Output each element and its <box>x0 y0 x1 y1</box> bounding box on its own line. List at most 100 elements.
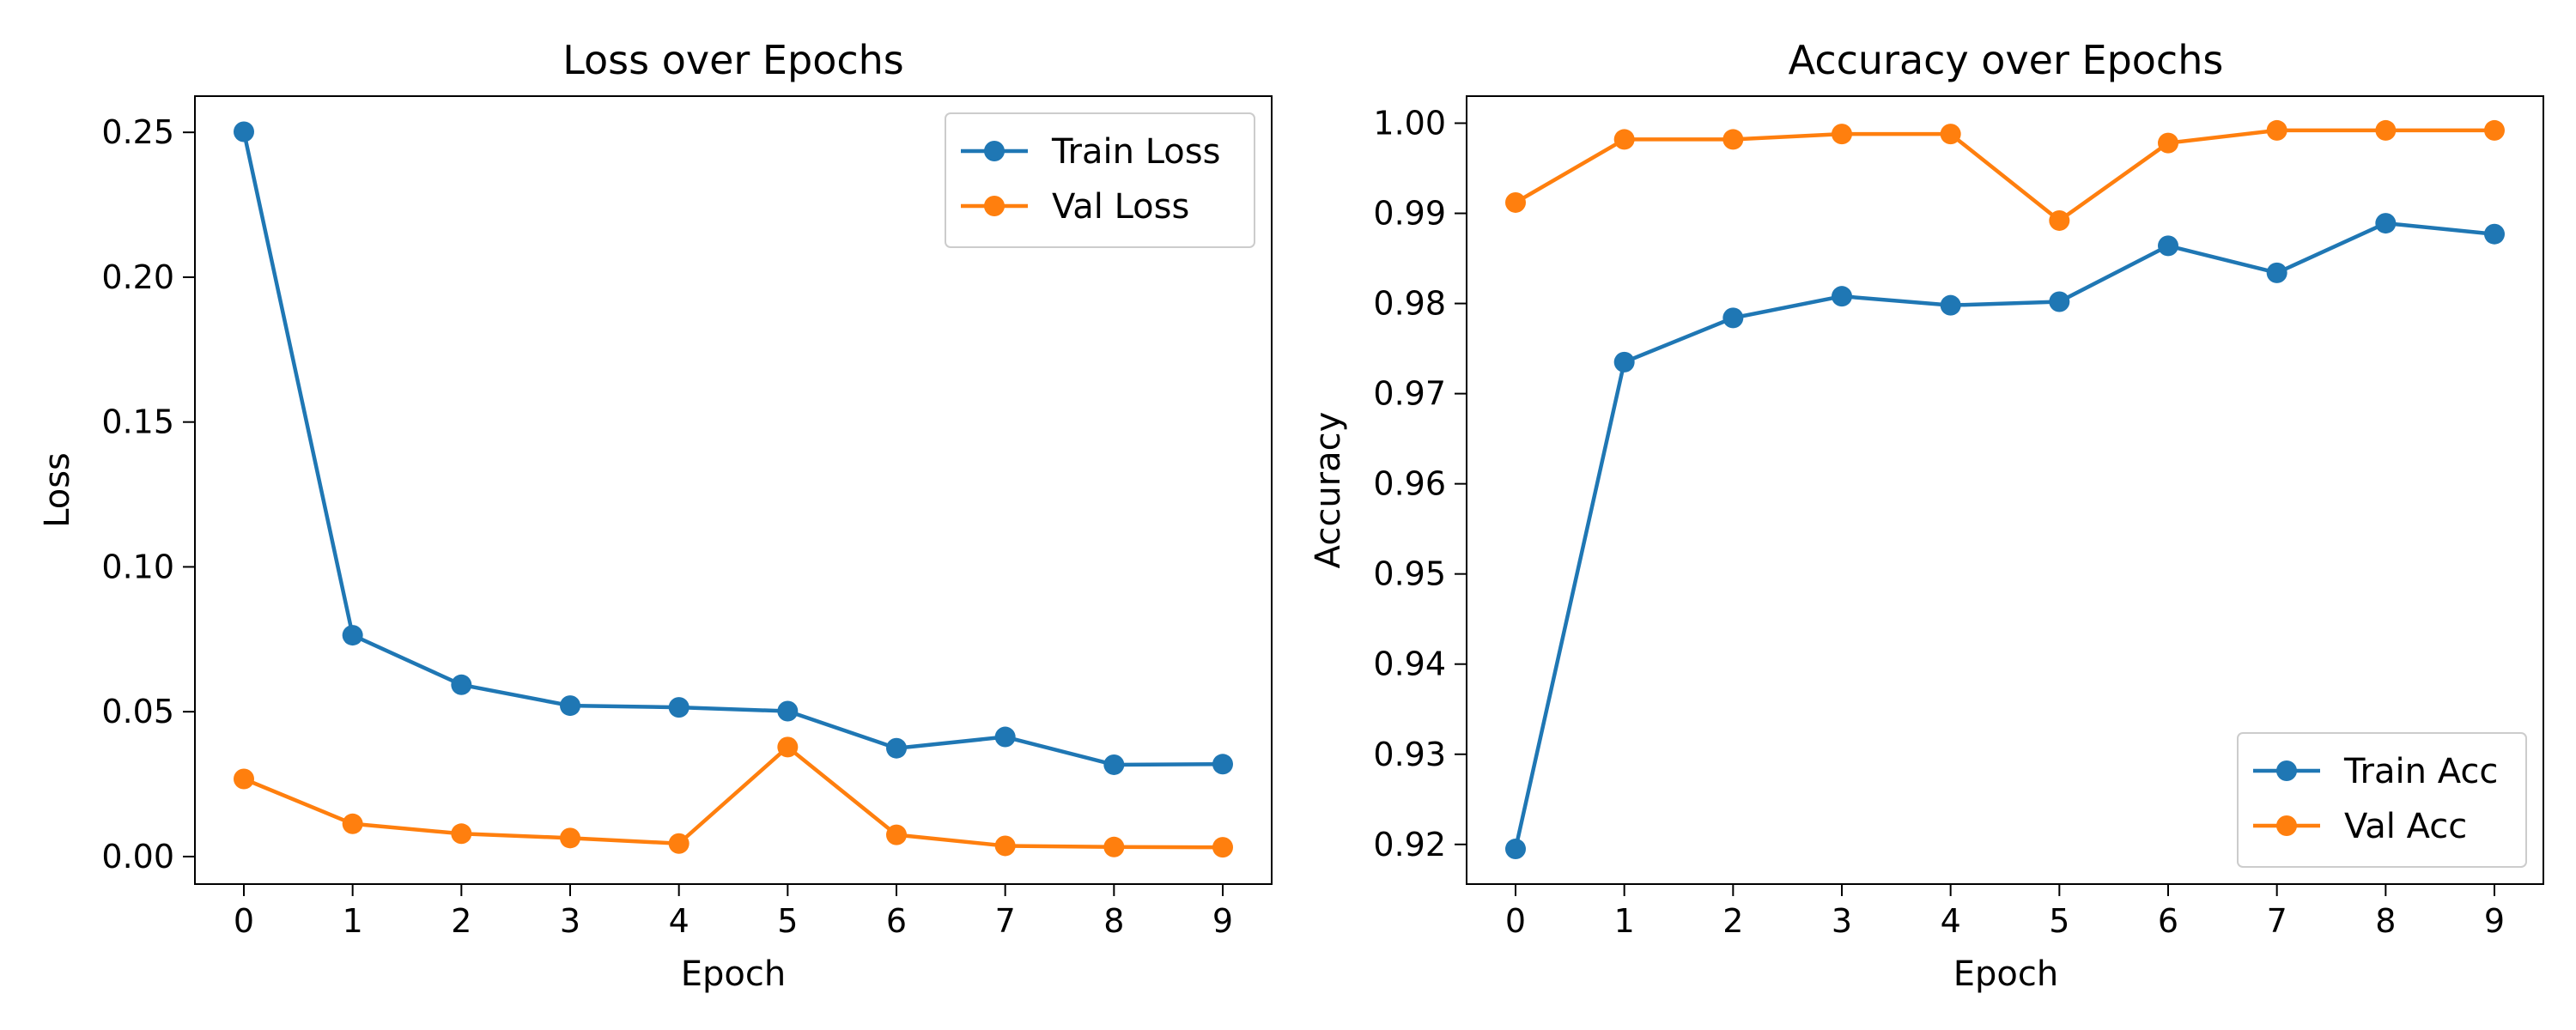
loss-chart-val-loss-line <box>243 745 1224 850</box>
accuracy-chart-ytick-label: 0.99 <box>1373 195 1446 233</box>
accuracy-chart-val-acc-point <box>1505 191 1526 213</box>
accuracy-chart-ytick-label: 0.98 <box>1373 285 1446 323</box>
accuracy-chart: Accuracy over Epochs Epoch Accuracy 0 1 2 3… <box>1309 37 2544 994</box>
accuracy-chart-ticks: 0 1 2 3 4 5 6 7 8 9 0.92 0.93 0.94 0.95 0.96 0.97 0.98 0.… <box>1373 105 2505 940</box>
loss-chart-ylabel: Loss <box>38 452 77 528</box>
loss-chart-legend: Train Loss Val Loss <box>945 112 1255 248</box>
accuracy-chart-legend-val-acc-swatch-marker <box>2276 815 2297 836</box>
accuracy-chart-xtick-label: 0 <box>1505 902 1526 940</box>
loss-chart-train-loss-point <box>342 625 363 646</box>
loss-chart-xtick-label: 2 <box>451 902 471 940</box>
accuracy-chart-train-acc-point <box>1940 294 1961 316</box>
accuracy-chart-val-acc-point <box>1722 129 1744 150</box>
accuracy-chart-xtick-label: 7 <box>2267 902 2287 940</box>
accuracy-chart-val-acc-point <box>1613 129 1635 150</box>
loss-chart-xtick-label: 9 <box>1212 902 1233 940</box>
loss-chart-train-loss-point <box>1212 754 1233 775</box>
loss-chart-xtick-label: 7 <box>995 902 1016 940</box>
loss-chart-ytick-label: 0.10 <box>101 548 174 585</box>
accuracy-chart-ytick-label: 0.94 <box>1373 645 1446 683</box>
accuracy-chart-val-acc-point <box>2375 119 2397 141</box>
loss-chart-ytick-label: 0.05 <box>101 693 174 730</box>
accuracy-chart-ytick-label: 0.93 <box>1373 736 1446 773</box>
loss-chart-train-loss-point <box>668 697 690 718</box>
accuracy-chart-train-acc-point <box>1613 351 1635 373</box>
accuracy-chart-ytick-label: 1.00 <box>1373 105 1446 142</box>
loss-chart-xtick-label: 1 <box>343 902 363 940</box>
loss-chart-val-loss-point <box>994 835 1016 857</box>
accuracy-chart-xtick-label: 9 <box>2484 902 2505 940</box>
loss-chart-val-loss-point <box>777 736 799 758</box>
accuracy-chart-val-acc-line <box>1514 128 2494 223</box>
loss-chart-ticks: 0 1 2 3 4 5 6 7 8 9 0.00 0.05 0.10 0.15 0.20 0.25 <box>101 113 1233 940</box>
loss-chart-plot-area <box>234 121 1233 858</box>
loss-chart-train-loss-line <box>241 131 1224 767</box>
loss-chart-legend-train-loss-swatch-marker <box>984 141 1005 161</box>
loss-chart-xtick-label: 0 <box>234 902 254 940</box>
accuracy-chart-title: Accuracy over Epochs <box>1789 37 2224 83</box>
loss-chart-train-loss-point <box>777 700 799 722</box>
accuracy-chart-xtick-label: 2 <box>1722 902 1743 940</box>
loss-chart-ytick-label: 0.15 <box>101 403 174 441</box>
accuracy-chart-val-acc-point <box>1832 124 1852 145</box>
loss-chart-legend-val-loss-label: Val Loss <box>1052 187 1189 227</box>
accuracy-chart-xtick-label: 3 <box>1832 902 1852 940</box>
accuracy-chart-ytick-label: 0.97 <box>1373 375 1446 413</box>
loss-chart-val-loss-point <box>1103 836 1125 857</box>
loss-chart-val-loss-point <box>342 813 363 834</box>
loss-chart-val-loss-point <box>886 824 907 845</box>
loss-chart-title: Loss over Epochs <box>562 37 904 83</box>
accuracy-chart-xtick-label: 6 <box>2158 902 2178 940</box>
accuracy-chart-train-acc-point <box>2158 235 2178 257</box>
loss-chart: Loss over Epochs Epoch Loss 0 1 2 3 4 5 6 7 8 9 0.… <box>38 37 1273 994</box>
accuracy-chart-xtick-label: 4 <box>1941 902 1961 940</box>
accuracy-chart-legend-train-acc-swatch-marker <box>2276 760 2297 781</box>
accuracy-chart-ytick-label: 0.92 <box>1373 826 1446 863</box>
loss-chart-val-loss-point <box>451 823 472 845</box>
accuracy-chart-val-acc-point <box>2266 119 2287 141</box>
accuracy-chart-xlabel: Epoch <box>1953 954 2058 994</box>
loss-chart-train-loss-point <box>1103 754 1125 775</box>
loss-chart-val-loss-point <box>234 768 254 790</box>
accuracy-chart-train-acc-point <box>2049 291 2070 312</box>
accuracy-chart-train-acc-point <box>2266 262 2287 283</box>
accuracy-chart-train-acc-point <box>1832 286 1852 307</box>
accuracy-chart-ytick-label: 0.96 <box>1373 465 1446 503</box>
accuracy-chart-val-acc-point <box>2158 132 2178 154</box>
accuracy-chart-val-acc-point <box>2484 119 2505 141</box>
loss-chart-train-loss-point <box>560 695 580 717</box>
loss-chart-xtick-label: 6 <box>886 902 907 940</box>
loss-chart-frame <box>194 95 1273 885</box>
loss-chart-legend-box <box>945 112 1255 248</box>
accuracy-chart-val-acc-point <box>1940 124 1961 145</box>
loss-chart-ytick-label: 0.25 <box>101 113 174 151</box>
accuracy-chart-xtick-label: 1 <box>1614 902 1635 940</box>
accuracy-chart-legend-val-acc-label: Val Acc <box>2344 807 2467 846</box>
loss-chart-train-loss-point <box>886 737 907 759</box>
loss-chart-val-loss-point <box>560 827 580 849</box>
accuracy-chart-train-acc-point <box>1722 307 1744 329</box>
accuracy-chart-legend-box <box>2237 732 2527 868</box>
accuracy-chart-train-acc-point <box>1505 839 1526 860</box>
loss-chart-xtick-label: 8 <box>1103 902 1124 940</box>
accuracy-chart-val-acc-point <box>2049 209 2070 231</box>
accuracy-chart-frame <box>1466 95 2544 885</box>
accuracy-chart-plot-area <box>1505 119 2505 860</box>
accuracy-chart-xtick-label: 5 <box>2049 902 2069 940</box>
accuracy-chart-ylabel: Accuracy <box>1309 412 1348 569</box>
loss-chart-xtick-label: 3 <box>560 902 580 940</box>
accuracy-chart-train-acc-point <box>2484 223 2505 245</box>
accuracy-chart-legend-train-acc-label: Train Acc <box>2343 752 2498 791</box>
accuracy-chart-train-acc-line <box>1513 221 2495 850</box>
accuracy-chart-train-acc-point <box>2375 213 2397 234</box>
loss-chart-train-loss-point <box>994 726 1016 748</box>
loss-chart-ytick-label: 0.20 <box>101 258 174 296</box>
loss-chart-legend-val-loss-swatch-marker <box>984 196 1005 216</box>
loss-chart-xtick-label: 4 <box>669 902 690 940</box>
loss-chart-val-loss-point <box>668 833 690 854</box>
accuracy-chart-xtick-label: 8 <box>2375 902 2396 940</box>
accuracy-chart-legend: Train Acc Val Acc <box>2237 732 2527 868</box>
loss-chart-train-loss-point <box>234 121 254 142</box>
